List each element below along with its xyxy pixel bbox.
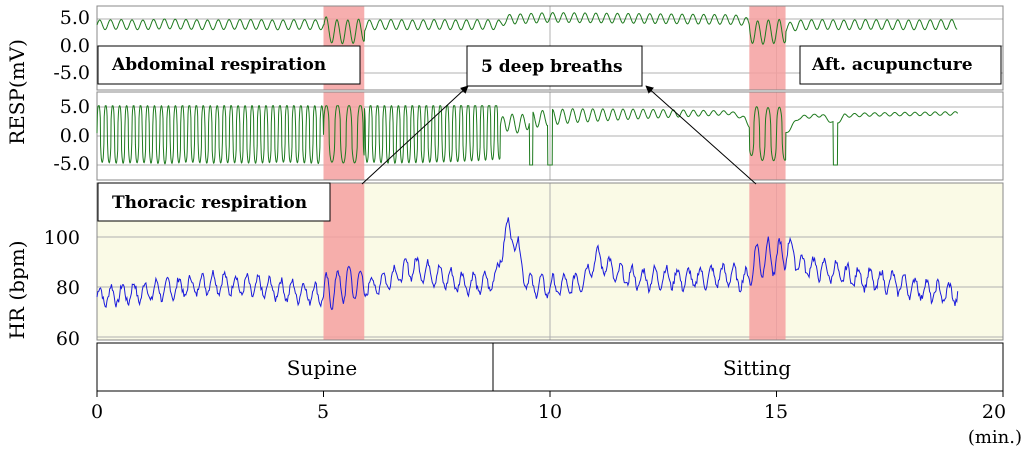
sitting-label: Sitting: [723, 356, 791, 380]
thoracic-label: Thoracic respiration: [112, 193, 307, 213]
abd-y-tick-5: 5.0: [60, 7, 90, 29]
supine-phase-box: [96, 342, 494, 392]
hr-y-tick-80: 80: [56, 277, 80, 299]
abd-y-tick-neg5: -5.0: [53, 62, 90, 84]
hr-y-tick-100: 100: [44, 227, 80, 249]
highlight-band: [749, 6, 786, 90]
abdominal-respiration-trace: [96, 12, 958, 45]
abdominal-label-box: [97, 45, 361, 85]
tho-y-tick-5: 5.0: [60, 96, 90, 118]
acupuncture-label: Aft. acupuncture: [811, 55, 973, 75]
x-ticks: [96, 391, 1004, 397]
hr-y-tick-60: 60: [56, 328, 80, 350]
hr-y-axis-label: HR (bpm): [5, 240, 29, 339]
tho-y-tick-0: 0.0: [60, 125, 90, 147]
x-axis-unit: (min.): [968, 427, 1022, 448]
deep-breaths-arrow-left: [361, 85, 469, 185]
thoracic-respiration-trace: [96, 104, 959, 166]
highlight-band: [749, 183, 786, 340]
abd-y-tick-0: 0.0: [60, 35, 90, 57]
deep-breaths-label: 5 deep breaths: [481, 57, 623, 77]
tho-y-tick-neg5: -5.0: [53, 153, 90, 175]
acupuncture-label-box: [799, 45, 1002, 85]
resp-y-axis-label: RESP(mV): [5, 39, 29, 145]
x-tick-15: 15: [764, 401, 788, 423]
highlight-bands: [323, 6, 786, 340]
heart-rate-trace: [96, 217, 959, 311]
abdominal-panel-frame: [96, 5, 1004, 91]
x-tick-5: 5: [317, 401, 329, 423]
sitting-phase-box: [492, 342, 1004, 392]
hr-panel-frame: [96, 182, 1004, 341]
deep-breaths-arrow-right: [645, 85, 757, 185]
thoracic-label-box: [97, 182, 331, 222]
highlight-band: [749, 92, 786, 180]
thoracic-panel-frame: [96, 91, 1004, 181]
deep-breaths-box: [466, 45, 643, 87]
supine-label: Supine: [287, 356, 358, 380]
x-tick-0: 0: [91, 401, 103, 423]
x-tick-10: 10: [538, 401, 562, 423]
abdominal-label: Abdominal respiration: [111, 55, 326, 75]
x-tick-20: 20: [982, 401, 1006, 423]
